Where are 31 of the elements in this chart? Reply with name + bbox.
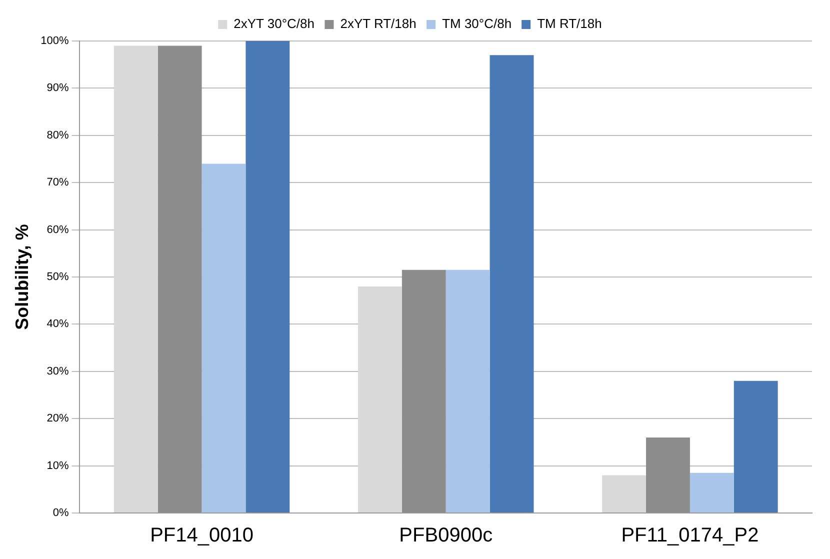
- y-tick-label: 10%: [46, 460, 69, 472]
- y-axis-title: Solubility, %: [12, 224, 32, 330]
- bar: [490, 55, 534, 512]
- legend-label: TM RT/18h: [537, 16, 602, 32]
- legend-label: 2xYT 30°C/8h: [234, 16, 314, 32]
- bar: [446, 270, 490, 512]
- bar: [734, 380, 778, 512]
- y-tick-label: 100%: [40, 35, 69, 48]
- bar: [114, 46, 158, 512]
- bar: [602, 475, 646, 512]
- x-tick-label: PF14_0010: [150, 524, 254, 547]
- y-tick-label: 0%: [52, 507, 69, 520]
- bar: [158, 46, 202, 512]
- bar: [646, 437, 690, 512]
- y-tick-label: 70%: [46, 176, 69, 189]
- bar: [202, 164, 246, 512]
- bar: [358, 286, 402, 512]
- bar: [246, 41, 290, 512]
- y-tick-label: 40%: [46, 318, 69, 330]
- y-tick-label: 50%: [46, 271, 69, 284]
- y-tick-label: 90%: [46, 82, 69, 94]
- bar: [402, 270, 446, 512]
- y-tick-label: 30%: [46, 365, 69, 378]
- legend-label: 2xYT RT/18h: [340, 16, 416, 32]
- legend-label: TM 30°C/8h: [442, 16, 512, 32]
- y-tick-label: 20%: [46, 412, 69, 425]
- y-tick-label: 60%: [46, 224, 69, 236]
- x-tick-label: PF11_0174_P2: [621, 524, 759, 547]
- bar: [690, 472, 734, 512]
- y-tick-label: 80%: [46, 129, 69, 142]
- x-tick-label: PFB0900c: [399, 524, 493, 547]
